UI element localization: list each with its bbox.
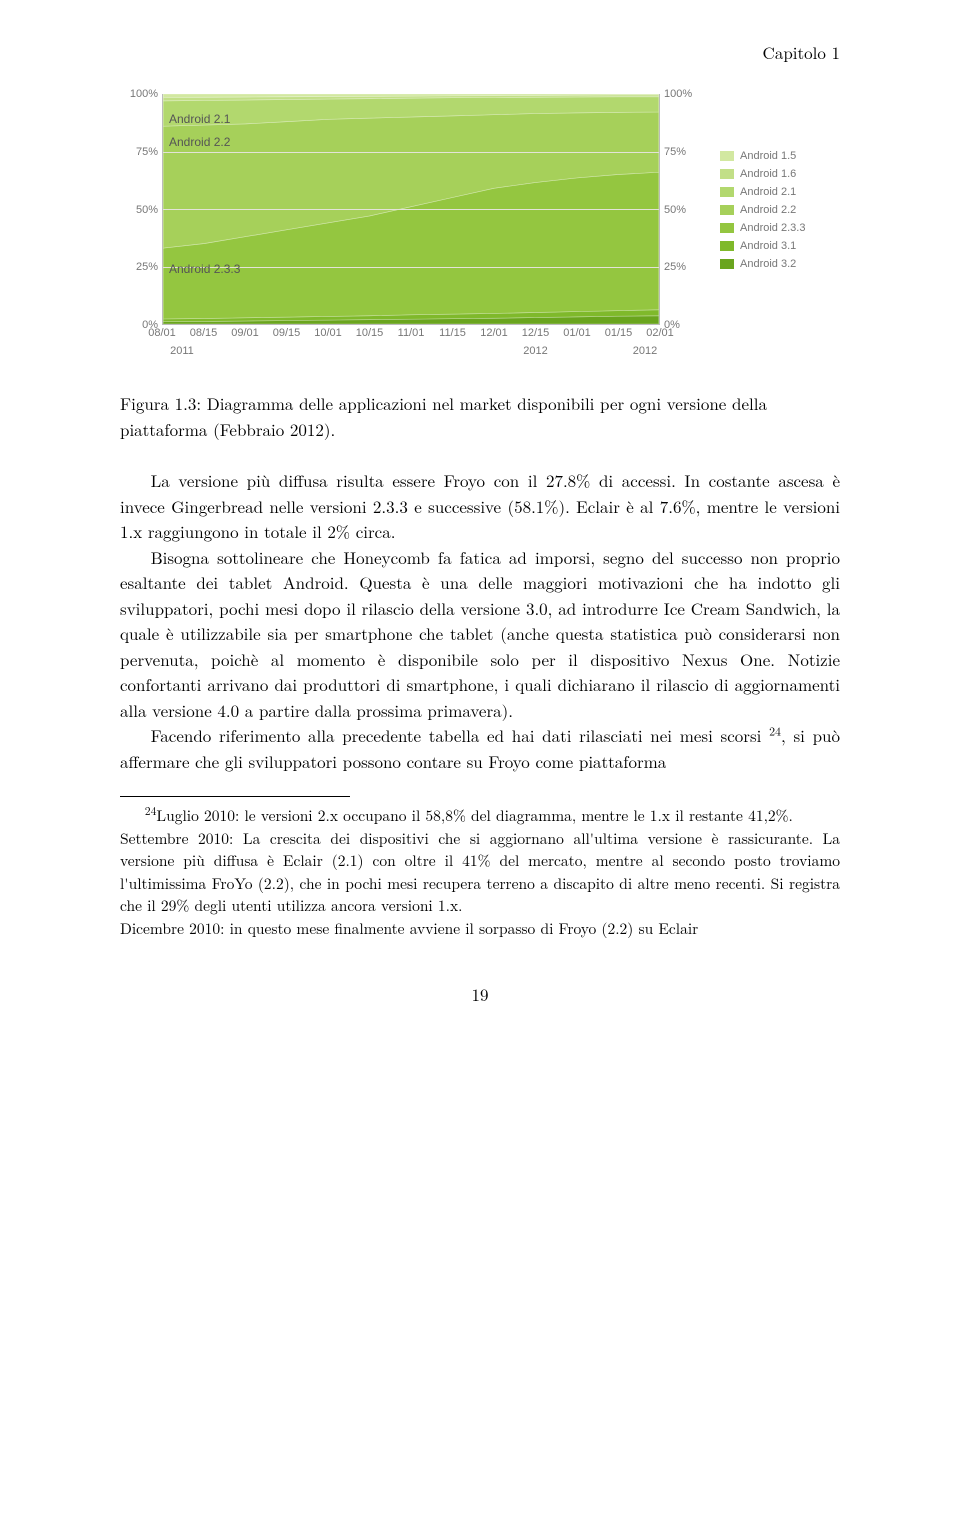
paragraph-2a: Facendo riferimento alla precedente tabe… [151, 723, 770, 747]
paragraph-1a: La versione più diffusa risulta essere F… [120, 468, 840, 543]
legend-swatch [720, 223, 734, 233]
legend-swatch [720, 205, 734, 215]
body-text: La versione più diffusa risulta essere F… [120, 468, 840, 774]
y-tick: 100% [660, 88, 702, 100]
x-tick: 09/15 [273, 327, 301, 339]
legend-item: Android 1.6 [720, 168, 840, 180]
footnote-line-1: Luglio 2010: le versioni 2.x occupano il… [156, 805, 792, 826]
y-tick: 25% [120, 261, 162, 273]
legend-swatch [720, 187, 734, 197]
page: Capitolo 1 100%75%50%25%0% Android 2.1An… [0, 0, 960, 1066]
x-tick: 02/01 [646, 327, 674, 339]
page-number: 19 [120, 982, 840, 1006]
x-year-label: 2012 [523, 345, 547, 357]
legend-label: Android 3.1 [740, 240, 796, 252]
y-tick: 50% [120, 204, 162, 216]
x-tick: 12/15 [522, 327, 550, 339]
legend-label: Android 2.1 [740, 186, 796, 198]
legend-item: Android 2.3.3 [720, 222, 840, 234]
gridline [163, 209, 659, 210]
y-tick: 25% [660, 261, 702, 273]
footnote-label: 24 [145, 803, 157, 819]
chart-legend: Android 1.5 Android 1.6 Android 2.1 Android… [702, 94, 840, 325]
x-tick: 11/01 [398, 327, 425, 339]
x-axis: 08/0108/1509/0109/1510/0110/1511/0111/15… [162, 325, 660, 365]
x-year-label: 2011 [170, 345, 194, 357]
y-tick: 100% [120, 88, 162, 100]
android-version-chart: 100%75%50%25%0% Android 2.1Android 2.2An… [120, 94, 840, 365]
x-tick: 01/15 [605, 327, 633, 339]
x-year-label: 2012 [633, 345, 657, 357]
y-axis-right: 100%75%50%25%0% [660, 94, 702, 325]
x-tick: 08/01 [148, 327, 176, 339]
x-tick: 10/15 [356, 327, 384, 339]
paragraph-1b: Bisogna sottolineare che Honeycomb fa fa… [120, 545, 840, 722]
legend-swatch [720, 259, 734, 269]
legend-label: Android 1.5 [740, 150, 796, 162]
series-label: Android 2.2 [165, 135, 230, 149]
x-tick: 08/15 [190, 327, 218, 339]
x-tick: 01/01 [563, 327, 591, 339]
chart-plot-area: Android 2.1 Android 2.2 Android 2.3.3 [162, 94, 660, 325]
legend-swatch [720, 169, 734, 179]
legend-label: Android 3.2 [740, 258, 796, 270]
footnote-ref-24: 24 [769, 723, 781, 739]
footnote-line-2: Settembre 2010: La crescita dei disposit… [120, 828, 840, 916]
figure-caption: Figura 1.3: Diagramma delle applicazioni… [120, 391, 840, 442]
x-tick: 11/15 [439, 327, 466, 339]
y-tick: 50% [660, 204, 702, 216]
legend-swatch [720, 241, 734, 251]
legend-item: Android 2.1 [720, 186, 840, 198]
legend-item: Android 3.2 [720, 258, 840, 270]
legend-item: Android 3.1 [720, 240, 840, 252]
y-tick: 75% [660, 146, 702, 158]
y-tick: 75% [120, 146, 162, 158]
legend-item: Android 2.2 [720, 204, 840, 216]
x-tick: 09/01 [231, 327, 259, 339]
y-axis-left: 100%75%50%25%0% [120, 94, 162, 325]
x-tick: 10/01 [314, 327, 342, 339]
x-tick: 12/01 [480, 327, 508, 339]
gridline [163, 152, 659, 153]
legend-item: Android 1.5 [720, 150, 840, 162]
footnote-rule [120, 796, 350, 797]
legend-label: Android 2.2 [740, 204, 796, 216]
footnote-line-3: Dicembre 2010: in questo mese finalmente… [120, 918, 698, 939]
legend-label: Android 2.3.3 [740, 222, 805, 234]
running-head: Capitolo 1 [120, 40, 840, 64]
legend-label: Android 1.6 [740, 168, 796, 180]
series-label: Android 2.3.3 [165, 262, 240, 276]
footnotes: 24Luglio 2010: le versioni 2.x occupano … [120, 803, 840, 940]
series-label: Android 2.1 [165, 112, 230, 126]
legend-swatch [720, 151, 734, 161]
